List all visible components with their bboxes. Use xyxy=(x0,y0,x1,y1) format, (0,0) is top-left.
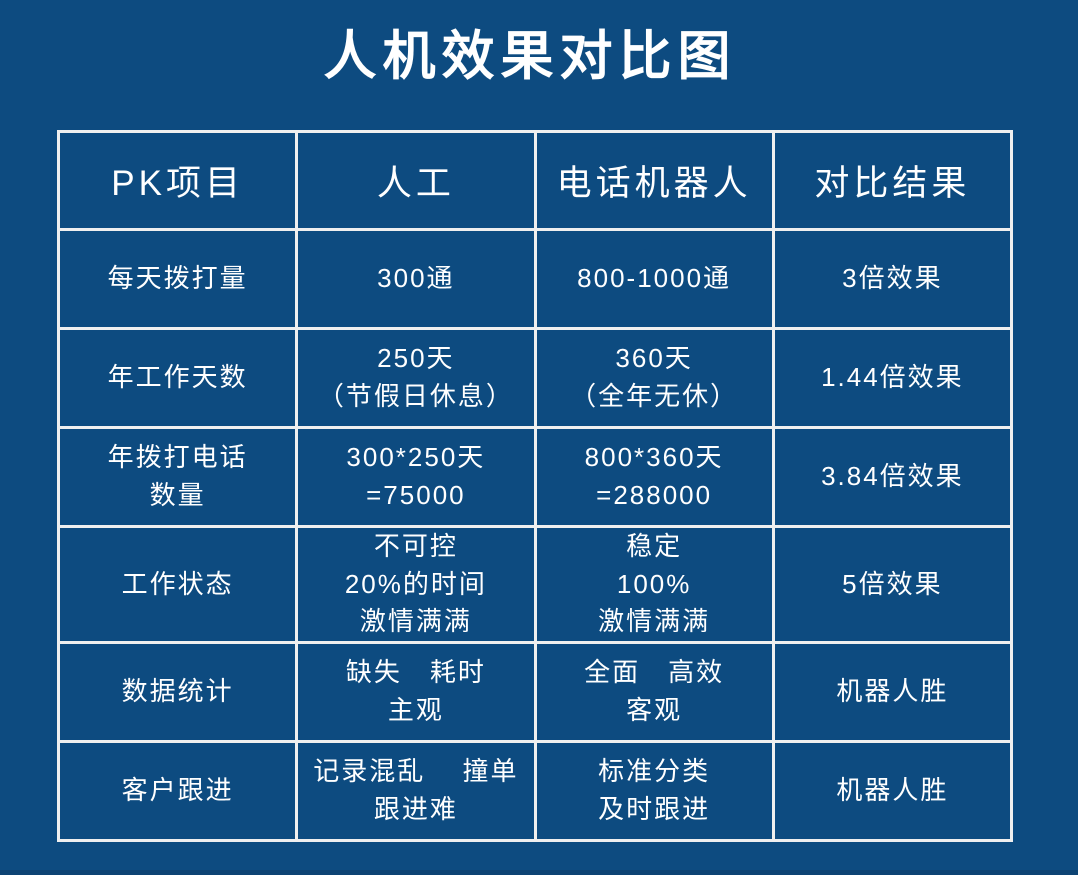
table-row: 年拨打电话 数量 300*250天 =75000 800*360天 =28800… xyxy=(56,426,1014,528)
cell-human: 缺失 耗时 主观 xyxy=(295,641,537,744)
cell-item: 年拨打电话 数量 xyxy=(56,426,299,528)
cell-robot: 稳定 100% 激情满满 xyxy=(533,524,775,645)
comparison-table: PK项目 人工 电话机器人 对比结果 每天拨打量 300通 800-1000通 … xyxy=(56,130,1014,843)
cell-robot: 标准分类 及时跟进 xyxy=(533,740,775,843)
page-title: 人机效果对比图 xyxy=(323,27,737,86)
cell-robot: 360天 （全年无休） xyxy=(533,327,775,429)
cell-robot: 全面 高效 客观 xyxy=(533,641,775,744)
table-row: 年工作天数 250天 （节假日休息） 360天 （全年无休） 1.44倍效果 xyxy=(56,327,1014,429)
cell-item: 每天拨打量 xyxy=(56,228,299,330)
cell-human: 250天 （节假日休息） xyxy=(295,327,537,429)
cell-robot: 800*360天 =288000 xyxy=(533,426,775,528)
table-row: 工作状态 不可控 20%的时间 激情满满 稳定 100% 激情满满 5倍效果 xyxy=(56,524,1014,645)
table-row: 客户跟进 记录混乱 撞单 跟进难 标准分类 及时跟进 机器人胜 xyxy=(56,740,1014,843)
header-cell-pk-item: PK项目 xyxy=(56,130,299,231)
cell-human: 不可控 20%的时间 激情满满 xyxy=(295,524,537,645)
table-row: 数据统计 缺失 耗时 主观 全面 高效 客观 机器人胜 xyxy=(56,641,1014,744)
header-cell-result: 对比结果 xyxy=(771,130,1014,231)
cell-item: 数据统计 xyxy=(56,641,299,744)
cell-human: 300*250天 =75000 xyxy=(295,426,537,528)
bottom-accent-strip xyxy=(0,870,1078,875)
cell-result: 3.84倍效果 xyxy=(771,426,1014,528)
cell-result: 1.44倍效果 xyxy=(771,327,1014,429)
cell-human: 300通 xyxy=(295,228,537,330)
header-cell-human: 人工 xyxy=(295,130,537,231)
cell-item: 年工作天数 xyxy=(56,327,299,429)
cell-item: 工作状态 xyxy=(56,524,299,645)
cell-item: 客户跟进 xyxy=(56,740,299,843)
cell-robot: 800-1000通 xyxy=(533,228,775,330)
cell-result: 5倍效果 xyxy=(771,524,1014,645)
table-header-row: PK项目 人工 电话机器人 对比结果 xyxy=(56,130,1014,231)
cell-result: 机器人胜 xyxy=(771,641,1014,744)
cell-human: 记录混乱 撞单 跟进难 xyxy=(295,740,537,843)
table-row: 每天拨打量 300通 800-1000通 3倍效果 xyxy=(56,228,1014,330)
cell-result: 3倍效果 xyxy=(771,228,1014,330)
header-cell-phone-robot: 电话机器人 xyxy=(533,130,775,231)
cell-result: 机器人胜 xyxy=(771,740,1014,843)
